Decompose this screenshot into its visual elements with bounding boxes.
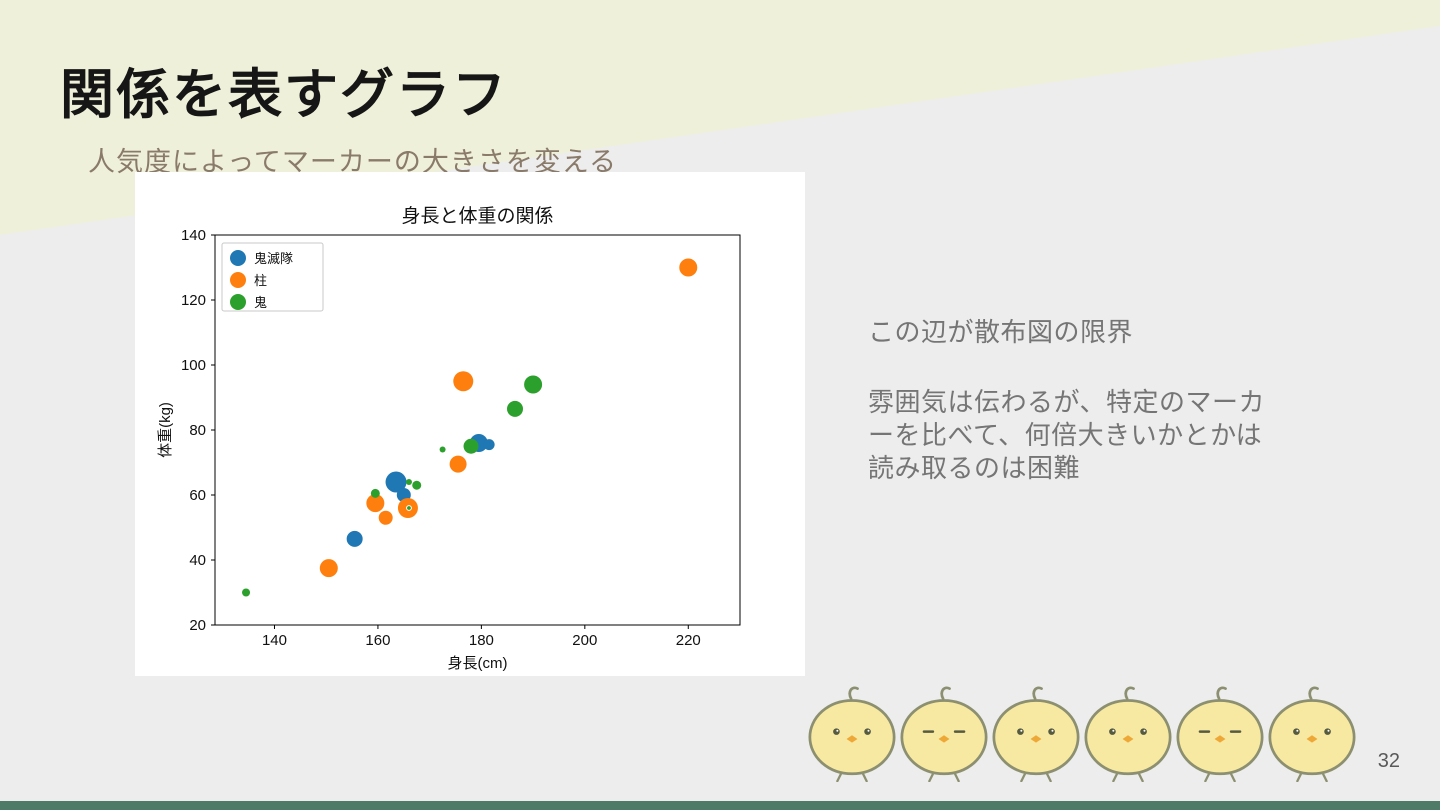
legend-label: 柱 [254, 273, 267, 288]
note-detail-line: ーを比べて、何倍大きいかとかは [868, 420, 1263, 450]
data-point-series-2 [412, 480, 422, 490]
legend-marker [230, 294, 246, 310]
data-point-series-1 [319, 559, 338, 578]
chart-panel: 身長と体重の関係 140 160 180 200 220 20 40 60 80 100 120 140… [135, 172, 805, 676]
note-detail-line: 雰囲気は伝わるが、特定のマーカ [868, 387, 1265, 417]
slide-title: 関係を表すグラフ [60, 65, 508, 125]
y-tick-label: 60 [189, 487, 206, 504]
data-point-series-0 [385, 471, 407, 493]
chick-icon [900, 686, 988, 782]
legend-box [221, 242, 324, 312]
data-point-series-2 [439, 446, 446, 453]
y-tick-label: 120 [181, 292, 206, 309]
data-point-series-1 [453, 371, 474, 392]
data-point-series-2 [463, 438, 479, 454]
data-point-series-2 [370, 488, 380, 498]
data-point-series-2 [405, 479, 412, 485]
x-tick-label: 140 [262, 632, 287, 649]
y-axis-label: 体重(kg) [157, 402, 174, 458]
x-tick-label: 160 [365, 632, 390, 649]
data-point-series-1 [378, 510, 393, 525]
scatter-chart: 身長と体重の関係 140 160 180 200 220 20 40 60 80 100 120 140… [135, 172, 805, 681]
chick-icon [1176, 686, 1264, 782]
bottom-bar [0, 801, 1440, 810]
data-point-series-2 [524, 375, 543, 394]
chart-title: 身長と体重の関係 [401, 205, 553, 227]
chick-row [806, 684, 1362, 787]
note-detail: 雰囲気は伝わるが、特定のマーカ ーを比べて、何倍大きいかとかは 読み取るのは困難 [868, 386, 1265, 485]
data-point-series-2 [406, 505, 412, 511]
data-point-series-2 [242, 588, 251, 597]
legend-label: 鬼滅隊 [254, 251, 293, 266]
data-point-series-0 [346, 530, 363, 547]
chick-icon [1084, 686, 1172, 782]
chick-icon [808, 686, 896, 782]
page-number: 32 [1377, 750, 1400, 772]
chick-icon [992, 686, 1080, 782]
y-tick-label: 40 [189, 552, 206, 569]
legend-marker [230, 250, 246, 266]
x-tick-label: 220 [676, 632, 701, 649]
x-axis-label: 身長(cm) [448, 655, 508, 672]
data-point-series-0 [483, 439, 495, 451]
data-point-series-1 [449, 455, 467, 473]
data-point-series-2 [507, 400, 523, 417]
data-point-series-1 [366, 494, 385, 513]
scatter-svg: 身長と体重の関係 140 160 180 200 220 20 40 60 80 100 120 140… [157, 205, 741, 672]
x-tick-label: 200 [572, 632, 597, 649]
chick-row-graphic [808, 686, 1356, 782]
note-detail-line: 読み取るのは困難 [868, 453, 1081, 483]
chick-icon [1268, 686, 1356, 782]
y-tick-label: 80 [189, 422, 206, 439]
y-tick-label: 20 [189, 617, 206, 634]
data-point-series-1 [679, 258, 698, 277]
legend-label: 鬼 [254, 295, 267, 310]
note-limit: この辺が散布図の限界 [868, 317, 1134, 347]
x-tick-label: 180 [469, 632, 494, 649]
y-tick-label: 140 [181, 227, 206, 244]
legend-marker [230, 272, 246, 288]
y-tick-label: 100 [181, 357, 206, 374]
